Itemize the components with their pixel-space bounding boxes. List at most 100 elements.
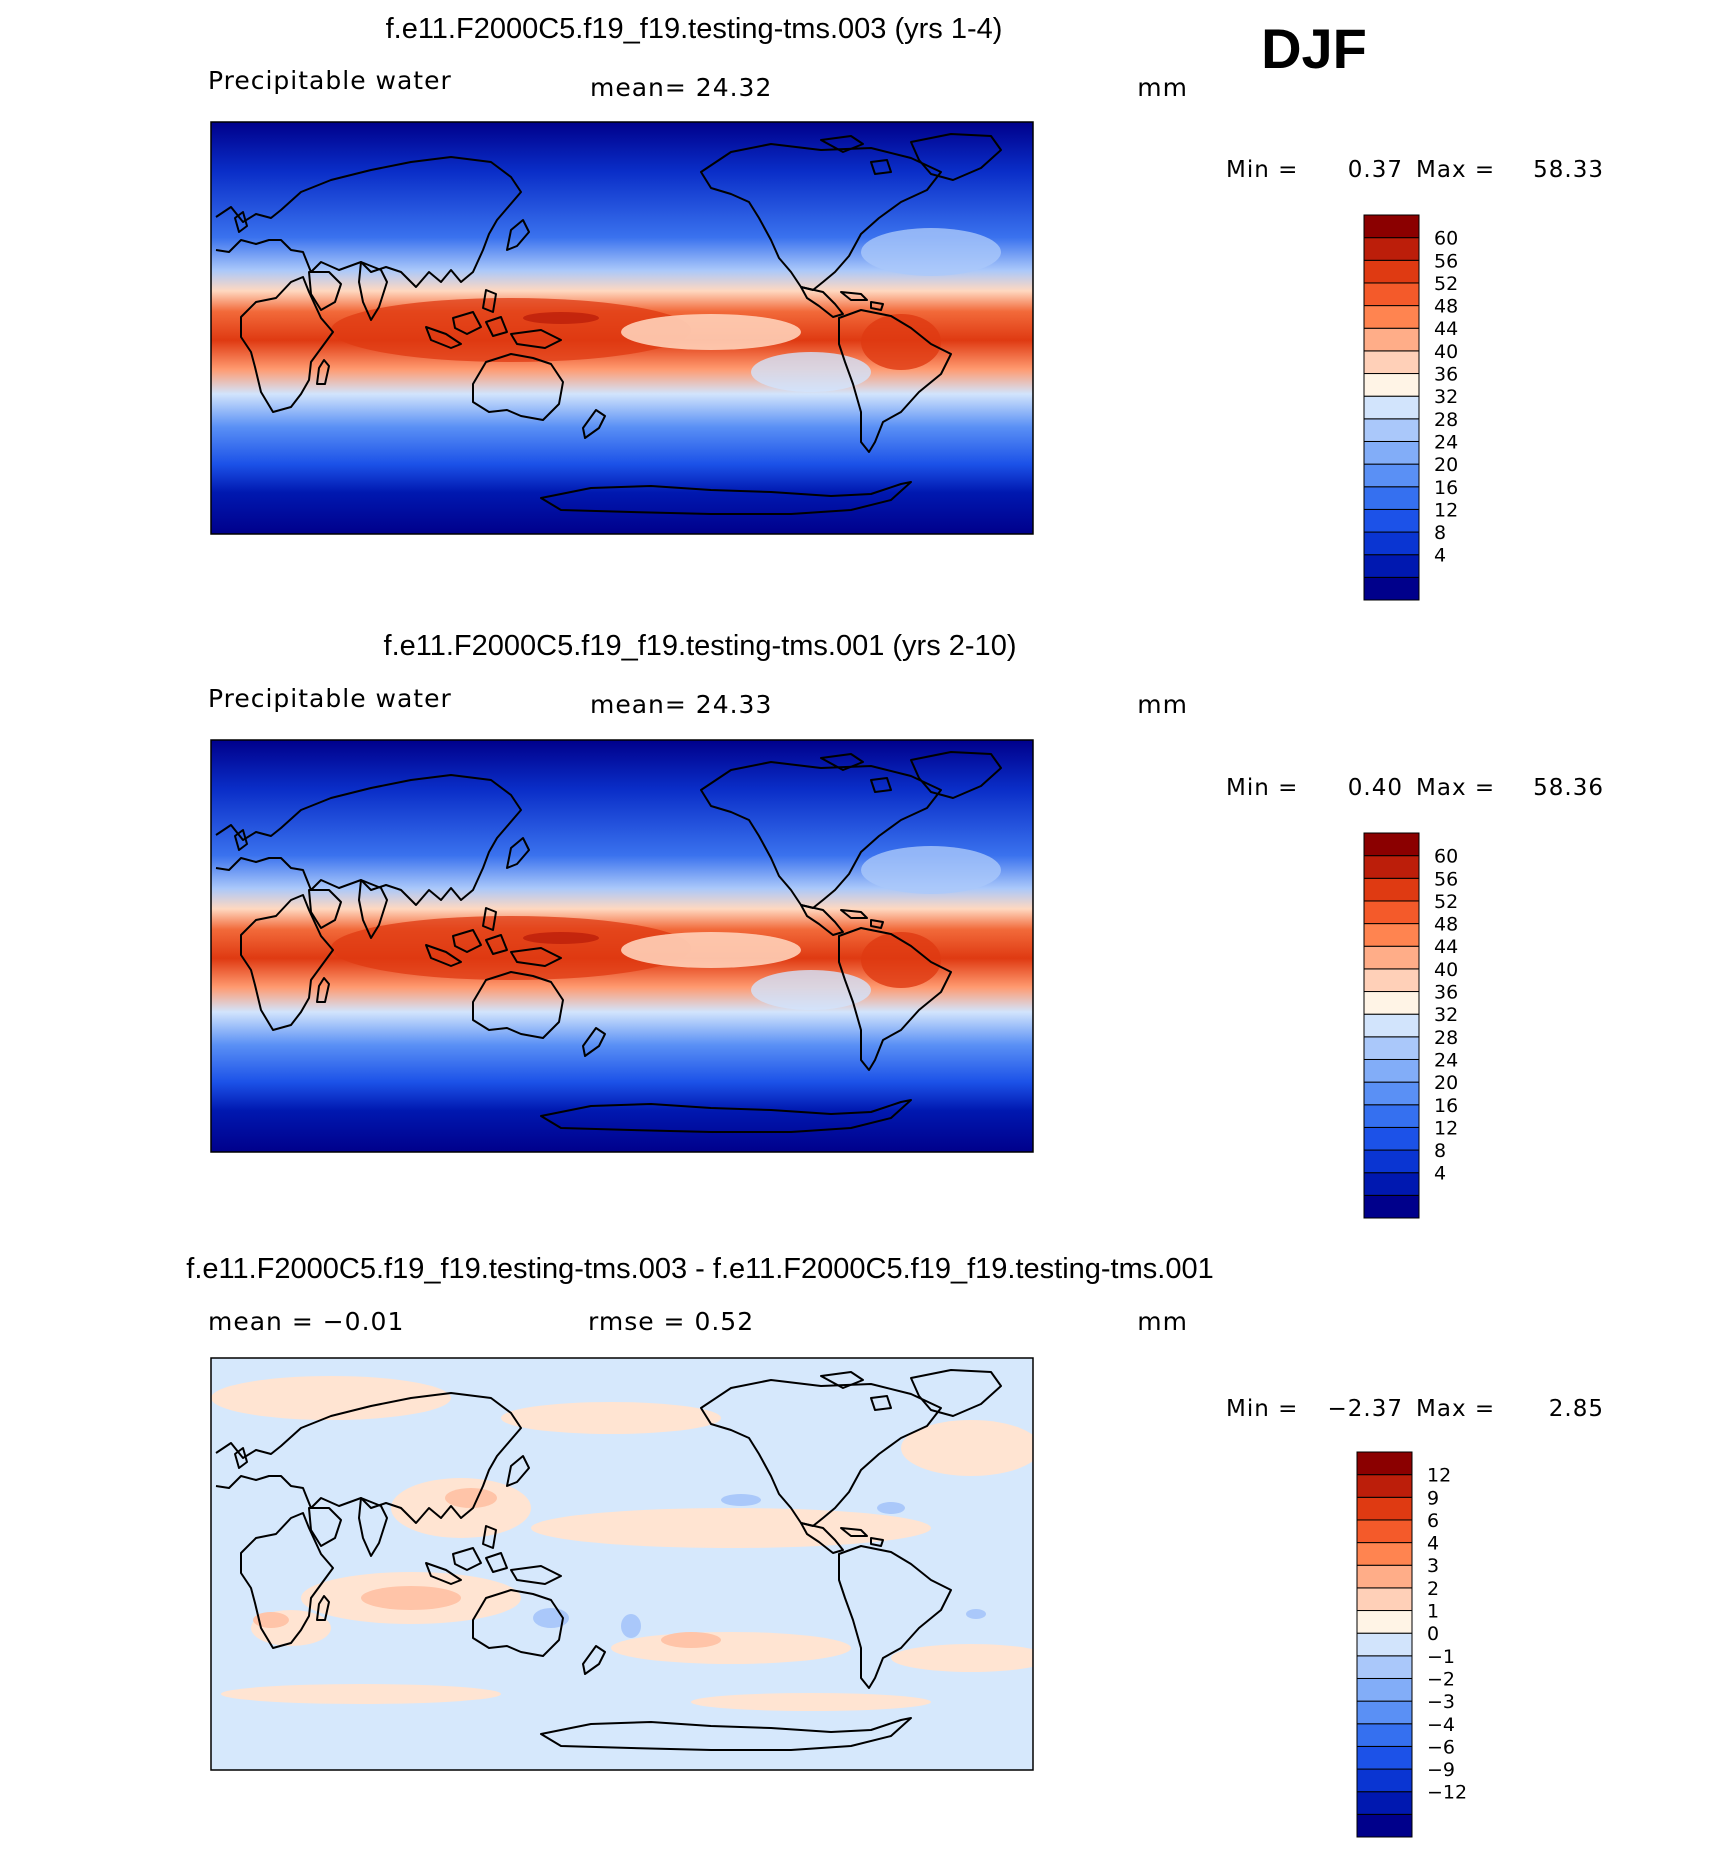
- colorbar-box: [1363, 463, 1420, 488]
- panel-1-min-label: Min =: [1226, 157, 1298, 183]
- colorbar-box: [1363, 259, 1420, 284]
- colorbar-tick-label: −6: [1427, 1736, 1455, 1758]
- colorbar-box: [1356, 1542, 1413, 1566]
- colorbar-tick-label: 48: [1434, 296, 1458, 318]
- colorbar-box: [1363, 1036, 1420, 1060]
- panel-2-mean-label: mean= 24.33: [590, 690, 772, 719]
- colorbar-tick-label: 0: [1427, 1623, 1439, 1645]
- colorbar-tick-label: 16: [1434, 1095, 1458, 1117]
- panel-3-min-label: Min =: [1226, 1396, 1298, 1422]
- panel-3-max-label: Max =: [1416, 1396, 1495, 1422]
- colorbar-box: [1363, 214, 1420, 239]
- panel-1-min-value: 0.37: [1348, 157, 1403, 183]
- colorbar-tick-label: 60: [1434, 846, 1458, 868]
- colorbar-box: [1356, 1610, 1413, 1634]
- colorbar-box: [1363, 237, 1420, 261]
- colorbar-box: [1356, 1768, 1413, 1793]
- colorbar-box: [1363, 1104, 1420, 1128]
- colorbar-tick-label: 44: [1434, 936, 1458, 958]
- colorbar-tick-label: 36: [1434, 364, 1458, 386]
- colorbar-tick-label: 44: [1434, 318, 1458, 340]
- panel-3-mean-label: mean = −0.01: [208, 1307, 404, 1336]
- colorbar-tick-label: 56: [1434, 250, 1458, 272]
- panel-2-map: [210, 739, 1034, 1153]
- panel-1-units: mm: [1137, 73, 1188, 102]
- colorbar-box: [1356, 1723, 1413, 1747]
- colorbar-box: [1356, 1451, 1413, 1476]
- colorbar-box: [1363, 350, 1420, 375]
- colorbar-box: [1363, 945, 1420, 970]
- panel-2-min-value: 0.40: [1348, 775, 1403, 801]
- colorbar-box: [1363, 923, 1420, 947]
- panel-1-max-label: Max =: [1416, 157, 1495, 183]
- colorbar-tick-label: −12: [1427, 1782, 1467, 1804]
- colorbar-box: [1356, 1745, 1413, 1770]
- colorbar-tick-label: 12: [1434, 1117, 1458, 1139]
- colorbar-box: [1356, 1587, 1413, 1612]
- panel-3-title: f.e11.F2000C5.f19_f19.testing-tms.003 - …: [186, 1253, 1213, 1285]
- panel-3-units: mm: [1137, 1307, 1188, 1336]
- colorbar-tick-label: −9: [1427, 1759, 1455, 1781]
- panel-3-max-value: 2.85: [1549, 1396, 1604, 1422]
- colorbar-box: [1363, 305, 1420, 329]
- colorbar-box: [1356, 1564, 1413, 1589]
- panel-3: f.e11.F2000C5.f19_f19.testing-tms.003 - …: [186, 1253, 1604, 1838]
- panel-2-max-label: Max =: [1416, 775, 1495, 801]
- colorbar-box: [1363, 1172, 1420, 1196]
- colorbar-tick-label: 40: [1434, 341, 1458, 363]
- colorbar-box: [1363, 1194, 1420, 1219]
- colorbar-box: [1356, 1700, 1413, 1725]
- panel-2-units: mm: [1137, 690, 1188, 719]
- colorbar-box: [1363, 554, 1420, 578]
- colorbar-box: [1363, 855, 1420, 879]
- colorbar-tick-label: 32: [1434, 386, 1458, 408]
- panel-1-variable-label: Precipitable water: [208, 66, 452, 95]
- colorbar-tick-label: 40: [1434, 959, 1458, 981]
- colorbar-box: [1363, 418, 1420, 442]
- colorbar-tick-label: 56: [1434, 868, 1458, 890]
- colorbar-tick-label: 28: [1434, 409, 1458, 431]
- colorbar-box: [1363, 1013, 1420, 1038]
- colorbar-tick-label: 24: [1434, 431, 1458, 453]
- colorbar-box: [1363, 531, 1420, 556]
- colorbar-tick-label: 24: [1434, 1049, 1458, 1071]
- colorbar-tick-label: 20: [1434, 454, 1458, 476]
- panel-1-max-value: 58.33: [1533, 157, 1604, 183]
- colorbar-box: [1363, 373, 1420, 397]
- colorbar-tick-label: 8: [1434, 522, 1446, 544]
- colorbar-box: [1363, 968, 1420, 993]
- colorbar-tick-label: 16: [1434, 477, 1458, 499]
- colorbar-box: [1356, 1632, 1413, 1657]
- panel-2-title: f.e11.F2000C5.f19_f19.testing-tms.001 (y…: [384, 630, 1017, 662]
- colorbar-box: [1363, 282, 1420, 307]
- colorbar-box: [1363, 1126, 1420, 1151]
- colorbar-tick-label: 12: [1427, 1465, 1451, 1487]
- panel-2: f.e11.F2000C5.f19_f19.testing-tms.001 (y…: [208, 630, 1603, 1219]
- season-label: DJF: [1261, 17, 1367, 80]
- colorbar-tick-label: 2: [1427, 1578, 1439, 1600]
- colorbar-tick-label: −4: [1427, 1714, 1455, 1736]
- colorbar-tick-label: 36: [1434, 982, 1458, 1004]
- colorbar-tick-label: 20: [1434, 1072, 1458, 1094]
- colorbar-box: [1363, 1149, 1420, 1174]
- colorbar-tick-label: 52: [1434, 891, 1458, 913]
- panel-2-variable-label: Precipitable water: [208, 684, 452, 713]
- colorbar-tick-label: 52: [1434, 273, 1458, 295]
- panel-1-title: f.e11.F2000C5.f19_f19.testing-tms.003 (y…: [386, 13, 1003, 45]
- colorbar-box: [1363, 508, 1420, 533]
- colorbar-box: [1356, 1496, 1413, 1521]
- colorbar-tick-label: 8: [1434, 1140, 1446, 1162]
- panel-3-map: [210, 1357, 1034, 1771]
- colorbar-box: [1363, 1058, 1420, 1083]
- panel-2-min-label: Min =: [1226, 775, 1298, 801]
- colorbar-box: [1363, 991, 1420, 1015]
- colorbar-box: [1363, 327, 1420, 352]
- colorbar-box: [1363, 1081, 1420, 1106]
- colorbar-tick-label: 48: [1434, 914, 1458, 936]
- panel-1: f.e11.F2000C5.f19_f19.testing-tms.003 (y…: [208, 13, 1604, 601]
- colorbar-tick-label: 4: [1427, 1533, 1439, 1555]
